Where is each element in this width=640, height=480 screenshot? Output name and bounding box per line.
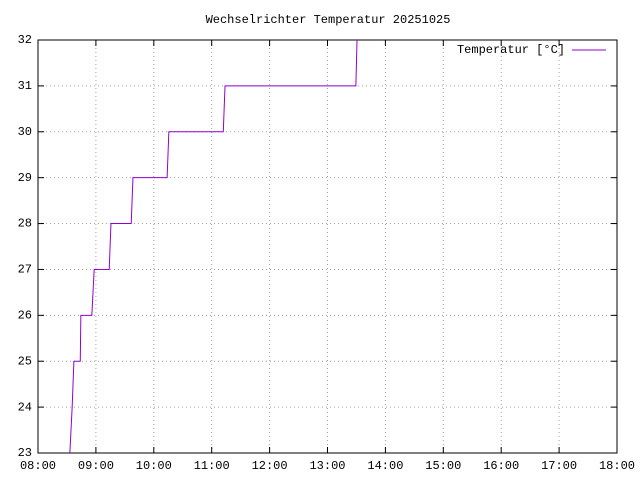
- y-tick-label: 23: [18, 446, 32, 460]
- legend-label: Temperatur [°C]: [457, 43, 565, 57]
- y-tick-label: 24: [18, 400, 32, 414]
- x-tick-label: 17:00: [541, 459, 577, 473]
- x-tick-label: 14:00: [367, 459, 403, 473]
- y-tick-label: 28: [18, 217, 32, 231]
- x-tick-label: 11:00: [194, 459, 230, 473]
- y-tick-label: 32: [18, 33, 32, 47]
- x-tick-label: 13:00: [309, 459, 345, 473]
- plot-border: [37, 39, 618, 454]
- y-tick-label: 27: [18, 263, 32, 277]
- y-tick-label: 25: [18, 354, 32, 368]
- x-tick-label: 16:00: [483, 459, 519, 473]
- x-tick-label: 12:00: [252, 459, 288, 473]
- y-tick-label: 29: [18, 171, 32, 185]
- x-tick-label: 10:00: [136, 459, 172, 473]
- x-tick-label: 15:00: [425, 459, 461, 473]
- y-tick-label: 26: [18, 309, 32, 323]
- data-line: [69, 39, 358, 454]
- y-tick-label: 30: [18, 125, 32, 139]
- x-tick-label: 18:00: [599, 459, 635, 473]
- y-tick-label: 31: [18, 79, 32, 93]
- x-tick-label: 09:00: [78, 459, 114, 473]
- x-tick-label: 08:00: [20, 459, 56, 473]
- chart-title: Wechselrichter Temperatur 20251025: [206, 13, 451, 27]
